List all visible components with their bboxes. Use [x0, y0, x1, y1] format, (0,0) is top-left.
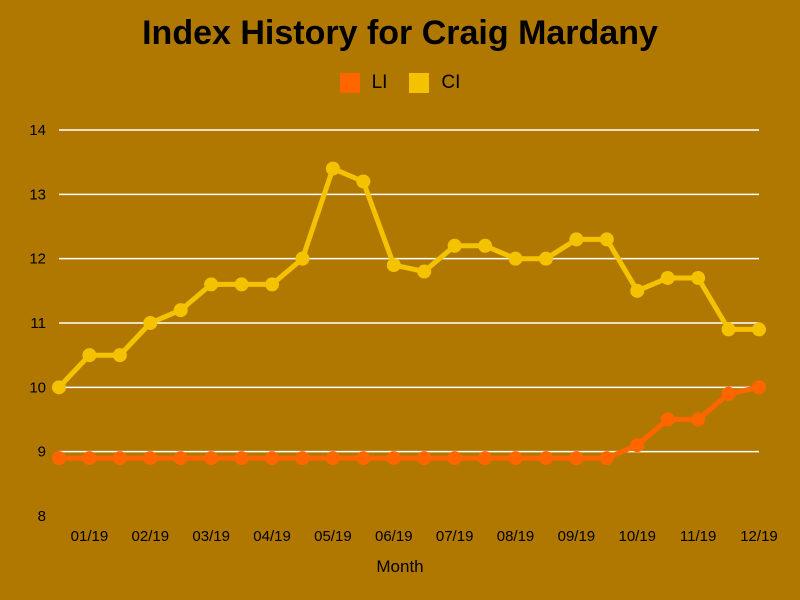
legend-item-li[interactable]: LI — [339, 72, 388, 94]
data-point-ci[interactable] — [630, 283, 645, 298]
data-point-li[interactable] — [569, 451, 584, 466]
data-point-li[interactable] — [82, 451, 97, 466]
y-tick-label: 11 — [30, 315, 46, 332]
x-tick-label: 10/19 — [618, 528, 656, 545]
data-point-ci[interactable] — [82, 348, 97, 363]
data-point-li[interactable] — [325, 451, 340, 466]
data-point-li[interactable] — [52, 451, 66, 466]
data-point-li[interactable] — [234, 451, 249, 466]
x-axis-label: Month — [376, 557, 423, 576]
data-point-li[interactable] — [386, 451, 401, 466]
data-point-li[interactable] — [295, 451, 310, 466]
x-tick-label: 06/19 — [375, 528, 413, 545]
data-point-li[interactable] — [112, 451, 127, 466]
x-tick-label: 07/19 — [436, 528, 474, 545]
y-axis: 8 9 10 11 12 13 14 — [29, 122, 46, 525]
data-point-ci[interactable] — [325, 161, 340, 176]
data-point-ci[interactable] — [143, 316, 158, 330]
data-point-li[interactable] — [356, 451, 371, 466]
data-point-ci[interactable] — [660, 270, 675, 285]
data-point-ci[interactable] — [112, 348, 127, 363]
data-point-li[interactable] — [599, 451, 614, 466]
data-point-ci[interactable] — [386, 258, 401, 273]
data-point-li[interactable] — [478, 451, 493, 466]
data-point-li[interactable] — [752, 380, 766, 395]
data-point-ci[interactable] — [569, 232, 584, 247]
series-ci — [52, 161, 766, 395]
data-point-ci[interactable] — [752, 322, 766, 337]
legend-label-ci: CI — [441, 72, 461, 93]
chart-title: Index History for Craig Mardany — [142, 14, 658, 52]
series-line-li — [59, 384, 760, 461]
y-tick-label: 9 — [38, 444, 46, 461]
x-axis: 01/19 02/19 03/19 04/19 05/19 06/19 07/19 08/19… — [71, 528, 778, 545]
y-tick-label: 8 — [38, 508, 46, 525]
data-point-ci[interactable] — [295, 251, 310, 266]
legend: LI CI — [0, 72, 800, 94]
x-tick-label: 02/19 — [132, 528, 170, 545]
data-point-ci[interactable] — [508, 251, 523, 266]
data-point-ci[interactable] — [417, 264, 432, 279]
grid-layer — [59, 129, 759, 453]
data-point-li[interactable] — [417, 451, 432, 466]
series-li — [52, 380, 766, 466]
data-point-ci[interactable] — [721, 322, 736, 337]
data-point-li[interactable] — [630, 438, 645, 453]
data-point-ci[interactable] — [173, 303, 188, 318]
data-point-ci[interactable] — [538, 251, 553, 266]
data-point-li[interactable] — [447, 451, 462, 466]
data-point-ci[interactable] — [447, 238, 462, 253]
x-tick-label: 08/19 — [497, 528, 535, 545]
data-point-ci[interactable] — [478, 238, 493, 253]
series-layer — [52, 161, 766, 466]
legend-swatch-li — [339, 73, 360, 93]
legend-label-li: LI — [371, 72, 388, 93]
data-point-li[interactable] — [143, 451, 158, 466]
data-point-ci[interactable] — [52, 380, 66, 395]
x-tick-label: 09/19 — [558, 528, 596, 545]
data-point-li[interactable] — [173, 451, 188, 466]
x-tick-label: 05/19 — [314, 528, 352, 545]
legend-swatch-ci — [409, 73, 430, 93]
data-point-li[interactable] — [721, 386, 736, 401]
data-point-li[interactable] — [660, 412, 675, 427]
data-point-ci[interactable] — [265, 277, 280, 292]
data-point-ci[interactable] — [599, 232, 614, 247]
x-tick-label: 12/19 — [740, 528, 778, 545]
y-tick-label: 14 — [29, 122, 46, 139]
data-point-ci[interactable] — [204, 277, 219, 292]
y-tick-label: 12 — [29, 251, 46, 268]
data-point-li[interactable] — [204, 451, 219, 466]
data-point-li[interactable] — [508, 451, 523, 466]
x-tick-label: 04/19 — [253, 528, 291, 545]
y-tick-label: 13 — [29, 186, 46, 203]
data-point-li[interactable] — [538, 451, 553, 466]
x-tick-label: 03/19 — [192, 528, 230, 545]
x-tick-label: 11/19 — [680, 528, 716, 545]
data-point-ci[interactable] — [234, 277, 249, 292]
x-tick-label: 01/19 — [71, 528, 109, 545]
data-point-li[interactable] — [265, 451, 280, 466]
data-point-ci[interactable] — [691, 270, 706, 285]
y-tick-label: 10 — [29, 379, 46, 396]
data-point-li[interactable] — [691, 412, 706, 427]
series-line-ci — [57, 166, 759, 390]
legend-item-ci[interactable]: CI — [409, 72, 460, 94]
data-point-ci[interactable] — [356, 174, 371, 189]
